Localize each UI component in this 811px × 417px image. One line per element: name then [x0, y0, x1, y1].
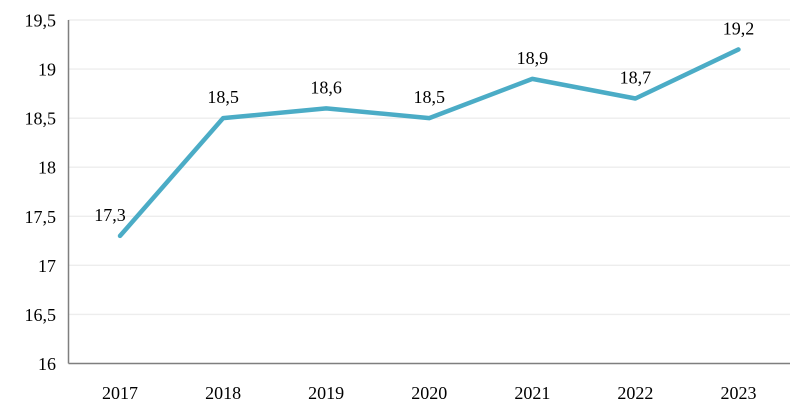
data-label: 17,3	[94, 205, 126, 225]
x-tick-label: 2018	[205, 383, 241, 403]
y-tick-label: 16	[38, 354, 56, 374]
data-label: 18,6	[310, 77, 342, 97]
y-tick-label: 18	[38, 158, 56, 178]
data-label: 18,9	[517, 48, 549, 68]
x-tick-label: 2020	[411, 383, 447, 403]
y-tick-label: 19,5	[25, 11, 57, 31]
data-label: 18,5	[414, 87, 446, 107]
x-tick-label: 2021	[514, 383, 550, 403]
y-tick-label: 17	[38, 256, 56, 276]
y-tick-label: 17,5	[25, 207, 57, 227]
data-label: 18,5	[207, 87, 239, 107]
data-label: 19,2	[723, 18, 755, 38]
x-tick-label: 2017	[102, 383, 138, 403]
y-tick-label: 18,5	[25, 109, 57, 129]
y-tick-label: 19	[38, 60, 56, 80]
x-tick-label: 2019	[308, 383, 344, 403]
x-tick-label: 2022	[617, 383, 653, 403]
data-label: 18,7	[620, 68, 652, 88]
x-tick-label: 2023	[720, 383, 756, 403]
y-tick-label: 16,5	[25, 305, 57, 325]
series-line	[117, 47, 741, 239]
